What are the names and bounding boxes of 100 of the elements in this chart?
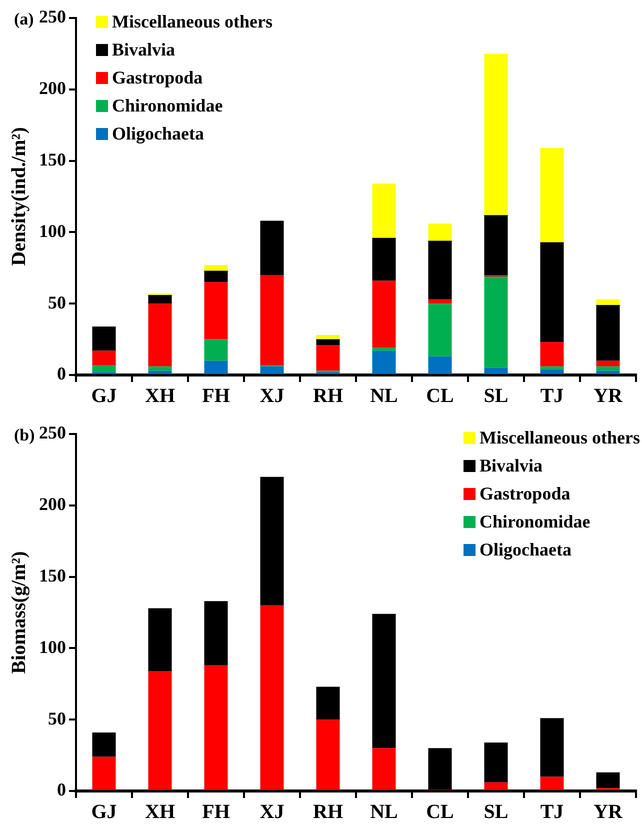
y-tick-label: 150 (39, 149, 66, 170)
bar (428, 224, 452, 241)
bar (92, 326, 116, 351)
bar (372, 184, 396, 238)
bar (148, 671, 172, 790)
y-tick-label: 50 (48, 292, 66, 312)
x-tick-label: NL (370, 385, 398, 408)
bar (316, 335, 340, 340)
legend-label: Miscellaneous others (480, 428, 640, 448)
bar (260, 220, 284, 276)
bar (148, 304, 172, 366)
y-tick-label: 200 (39, 494, 66, 514)
bar (372, 748, 396, 790)
bar (204, 601, 228, 666)
bar (204, 665, 228, 790)
x-tick-label: XH (145, 801, 176, 824)
bar (484, 742, 508, 782)
bar (372, 350, 396, 374)
y-axis-title: Biomass(g/m²) (8, 551, 30, 674)
bar (148, 295, 172, 304)
chart-title: (a) (14, 9, 34, 28)
legend-label: Gastropoda (112, 68, 203, 88)
bar (92, 756, 116, 790)
bar (540, 776, 564, 790)
y-axis-title: Density(ind./m²) (8, 127, 30, 266)
bar (540, 369, 564, 374)
y-tick-label: 250 (39, 6, 66, 27)
bar (540, 366, 564, 370)
y-tick-label: 200 (39, 78, 66, 98)
bar (148, 370, 172, 374)
y-tick-label: 0 (57, 364, 66, 384)
legend-label: Oligochaeta (112, 124, 204, 144)
bar (540, 148, 564, 242)
bar (204, 360, 228, 374)
bar (92, 732, 116, 757)
bar (596, 366, 620, 371)
legend-label: Bivalvia (112, 40, 176, 60)
bar (316, 686, 340, 720)
legend-label: Chironomidae (112, 96, 223, 116)
bar (372, 614, 396, 748)
bar (428, 356, 452, 374)
bar (316, 345, 340, 371)
bar (596, 772, 620, 788)
legend-label: Chironomidae (480, 512, 590, 532)
x-tick-label: RH (313, 385, 344, 408)
x-tick-label: YR (594, 385, 623, 408)
x-tick-label: GJ (91, 801, 117, 824)
x-tick-label: CL (426, 385, 454, 408)
legend-label: Bivalvia (480, 456, 543, 476)
bar (316, 720, 340, 790)
bar (484, 54, 508, 216)
x-tick-label: NL (370, 801, 398, 824)
bar (372, 238, 396, 281)
x-tick-label: CL (426, 801, 454, 824)
bar (316, 339, 340, 346)
x-tick-label: TJ (540, 801, 564, 824)
y-tick-label: 100 (39, 220, 66, 241)
bar (204, 265, 228, 271)
bar (596, 360, 620, 366)
bar (92, 365, 116, 372)
bar (540, 718, 564, 777)
y-tick-label: 0 (57, 780, 66, 800)
bar (260, 275, 284, 366)
bar (484, 276, 508, 368)
legend-label: Miscellaneous others (112, 12, 272, 32)
x-tick-label: XJ (260, 385, 284, 408)
y-tick-label: 150 (39, 565, 66, 586)
bar (260, 605, 284, 790)
bar (484, 215, 508, 276)
x-tick-label: XH (145, 385, 176, 408)
x-tick-label: YR (594, 801, 623, 824)
x-tick-label: GJ (91, 385, 117, 408)
x-tick-label: SL (484, 385, 508, 408)
bar (372, 280, 396, 348)
bar (596, 299, 620, 306)
x-tick-label: RH (313, 801, 344, 824)
y-tick-label: 250 (39, 422, 66, 443)
bar (540, 342, 564, 366)
bar (596, 370, 620, 374)
bar (260, 366, 284, 374)
bar (92, 350, 116, 366)
bar (428, 240, 452, 300)
x-tick-label: FH (202, 801, 230, 824)
chart-title: (b) (14, 425, 35, 444)
x-tick-label: SL (484, 801, 508, 824)
bar (148, 366, 172, 371)
legend-label: Oligochaeta (480, 540, 572, 560)
bar (484, 368, 508, 374)
bar (428, 304, 452, 356)
bar (484, 782, 508, 790)
x-tick-label: TJ (540, 385, 564, 408)
bar (428, 299, 452, 304)
y-tick-label: 50 (48, 708, 66, 728)
x-tick-label: XJ (260, 801, 284, 824)
legend-label: Gastropoda (480, 484, 570, 504)
bar (260, 476, 284, 606)
x-tick-label: FH (202, 385, 230, 408)
bar (148, 608, 172, 672)
bar (204, 282, 228, 340)
bar (204, 270, 228, 282)
